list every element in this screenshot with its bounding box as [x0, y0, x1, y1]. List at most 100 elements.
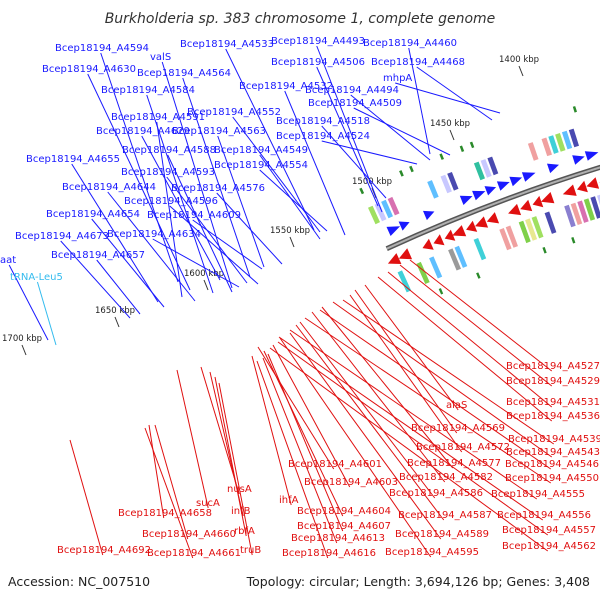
reverse-gene-label: Bcep18194_A4613	[291, 533, 385, 544]
leader-line	[251, 355, 292, 506]
leader-line	[144, 427, 194, 559]
forward-gene-label: Bcep18194_A4644	[62, 182, 156, 193]
outer-feature-band	[473, 161, 485, 181]
forward-gene-label: Bcep18194_A4609	[147, 210, 241, 221]
leader-line	[304, 317, 552, 484]
inner-feature-band	[518, 220, 531, 244]
outer-feature-band	[541, 137, 552, 157]
reverse-gene-label: Bcep18194_A4555	[491, 489, 585, 500]
forward-gene-label: aat	[0, 255, 16, 266]
reverse-gene-label: Bcep18194_A4529	[506, 376, 600, 387]
outer-feature-band	[568, 128, 579, 148]
leader-line	[232, 116, 321, 233]
reverse-gene-arrow	[508, 203, 522, 216]
kbp-tick-label: 1650 kbp	[95, 306, 135, 316]
forward-gene-label: Bcep18194_A4588	[122, 145, 216, 156]
forward-gene-label: Bcep18194_A4532	[239, 81, 333, 92]
forward-gene-label: Bcep18194_A4629	[96, 126, 190, 137]
inner-green-mark	[438, 288, 444, 295]
reverse-gene-label: Bcep18194_A4589	[395, 529, 489, 540]
forward-gene-arrow	[386, 226, 401, 236]
reverse-gene-label: truB	[240, 545, 261, 556]
leader-line	[267, 353, 344, 532]
forward-gene-label: Bcep18194_A4554	[214, 160, 308, 171]
gene-labels: Bcep18194_A4594valSBcep18194_A4533Bcep18…	[0, 36, 600, 559]
leader-line	[284, 90, 346, 236]
outer-feature-band	[527, 142, 539, 161]
reverse-gene-label: Bcep18194_A4536	[506, 411, 600, 422]
leader-line	[416, 66, 493, 121]
leader-line	[277, 341, 549, 536]
reverse-gene-arrow	[577, 180, 588, 193]
leader-line	[71, 163, 159, 303]
inner-feature-band	[577, 200, 589, 223]
outer-green-mark	[469, 141, 475, 149]
forward-gene-label: Bcep18194_A4518	[276, 116, 370, 127]
leader-line	[399, 264, 553, 387]
reverse-gene-arrow	[475, 216, 489, 228]
leader-line	[91, 218, 165, 308]
leader-line	[69, 439, 104, 556]
leader-line	[152, 238, 240, 288]
feature-bands	[359, 106, 600, 295]
forward-gene-label: Bcep18194_A4576	[171, 183, 265, 194]
leader-line	[295, 324, 445, 521]
inner-feature-band	[505, 225, 518, 248]
reverse-gene-label: Bcep18194_A4661	[147, 548, 241, 559]
leader-line	[167, 154, 233, 293]
forward-gene-arrow	[547, 163, 559, 174]
map-title: Burkholderia sp. 383 chromosome 1, compl…	[105, 11, 496, 27]
forward-gene-arrow	[484, 186, 497, 196]
forward-gene-label: Bcep18194_A4584	[101, 85, 195, 96]
kbp-tick-line	[449, 129, 455, 141]
leader-line	[192, 219, 263, 270]
label-leaders	[8, 45, 555, 559]
leader-line	[87, 73, 191, 291]
trna-gene-label: tRNA-Leu5	[10, 272, 63, 283]
outer-feature-band	[487, 156, 499, 176]
inner-feature-band	[473, 238, 487, 261]
outer-green-mark	[439, 153, 444, 160]
outer-feature-band	[480, 159, 492, 178]
leader-line	[36, 281, 57, 346]
leader-line	[154, 424, 189, 540]
leader-line	[319, 309, 552, 470]
reverse-gene-label: Bcep18194_A4569	[411, 423, 505, 434]
inner-feature-band	[499, 228, 512, 251]
reverse-gene-label: Bcep18194_A4587	[398, 510, 492, 521]
inner-feature-band	[570, 202, 583, 225]
reverse-gene-label: Bcep18194_A4546	[505, 459, 599, 470]
reverse-gene-label: Bcep18194_A4692	[57, 545, 151, 556]
forward-gene-label: Bcep18194_A4509	[308, 98, 402, 109]
reverse-gene-arrow	[444, 229, 456, 241]
leader-line	[321, 125, 387, 199]
outer-feature-band	[381, 199, 393, 219]
outer-green-mark	[359, 187, 365, 195]
reverse-gene-label: Bcep18194_A4658	[118, 508, 212, 519]
leader-line	[321, 140, 418, 165]
reverse-gene-label: Bcep18194_A4557	[502, 525, 596, 536]
kbp-tick-line	[21, 344, 27, 356]
leader-line	[263, 350, 344, 517]
reverse-gene-arrow	[466, 220, 478, 232]
reverse-gene-label: alaS	[446, 400, 467, 411]
forward-gene-label: Bcep18194_A4594	[55, 43, 149, 54]
reverse-gene-label: Bcep18194_A4601	[288, 459, 382, 470]
inner-green-mark	[571, 237, 576, 244]
reverse-gene-label: Bcep18194_A4603	[304, 477, 398, 488]
leader-line	[256, 360, 329, 559]
leader-line	[100, 52, 179, 283]
forward-gene-label: Bcep18194_A4634	[107, 229, 201, 240]
kbp-tick-line	[289, 236, 295, 248]
leader-line	[387, 271, 553, 408]
kbp-tick-label: 1400 kbp	[499, 55, 539, 65]
inner-feature-band	[590, 196, 600, 219]
forward-gene-label: Bcep18194_A4460	[363, 38, 457, 49]
reverse-gene-label: rbfA	[234, 526, 255, 537]
reverse-gene-label: Bcep18194_A4616	[282, 548, 376, 559]
outer-feature-band	[440, 174, 452, 194]
reverse-gene-arrow	[532, 195, 544, 208]
forward-gene-label: Bcep18194_A4654	[46, 209, 140, 220]
reverse-gene-label: ihfA	[279, 495, 299, 506]
